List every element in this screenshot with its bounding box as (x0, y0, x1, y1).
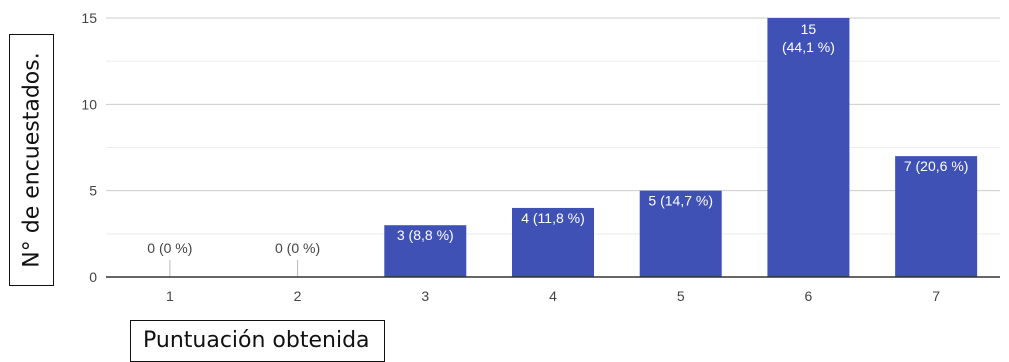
data-label: 5 (14,7 %) (648, 193, 713, 209)
bar (767, 18, 850, 277)
y-tick-label: 10 (81, 96, 97, 112)
data-label: 3 (8,8 %) (397, 227, 454, 243)
y-tick-label: 0 (89, 269, 97, 285)
x-tick-label: 4 (549, 288, 557, 304)
data-label: 15 (801, 21, 817, 37)
x-tick-label: 6 (805, 288, 813, 304)
y-axis-title: N° de encuestados. (9, 34, 54, 286)
data-label: 7 (20,6 %) (904, 158, 969, 174)
data-label: 0 (0 %) (147, 240, 192, 256)
data-label: 0 (0 %) (275, 240, 320, 256)
x-tick-label: 5 (677, 288, 685, 304)
bar (512, 207, 594, 277)
data-label: (44,1 %) (782, 39, 835, 55)
y-tick-label: 5 (89, 183, 97, 199)
x-axis-title: Puntuación obtenida (130, 320, 385, 362)
bar (384, 225, 467, 277)
x-tick-label: 1 (166, 288, 174, 304)
x-tick-label: 2 (294, 288, 302, 304)
data-label: 4 (11,8 %) (521, 210, 585, 226)
bar (639, 190, 722, 277)
bar (895, 156, 978, 277)
x-tick-label: 3 (421, 288, 429, 304)
x-tick-label: 7 (932, 288, 940, 304)
y-tick-label: 15 (81, 10, 97, 26)
